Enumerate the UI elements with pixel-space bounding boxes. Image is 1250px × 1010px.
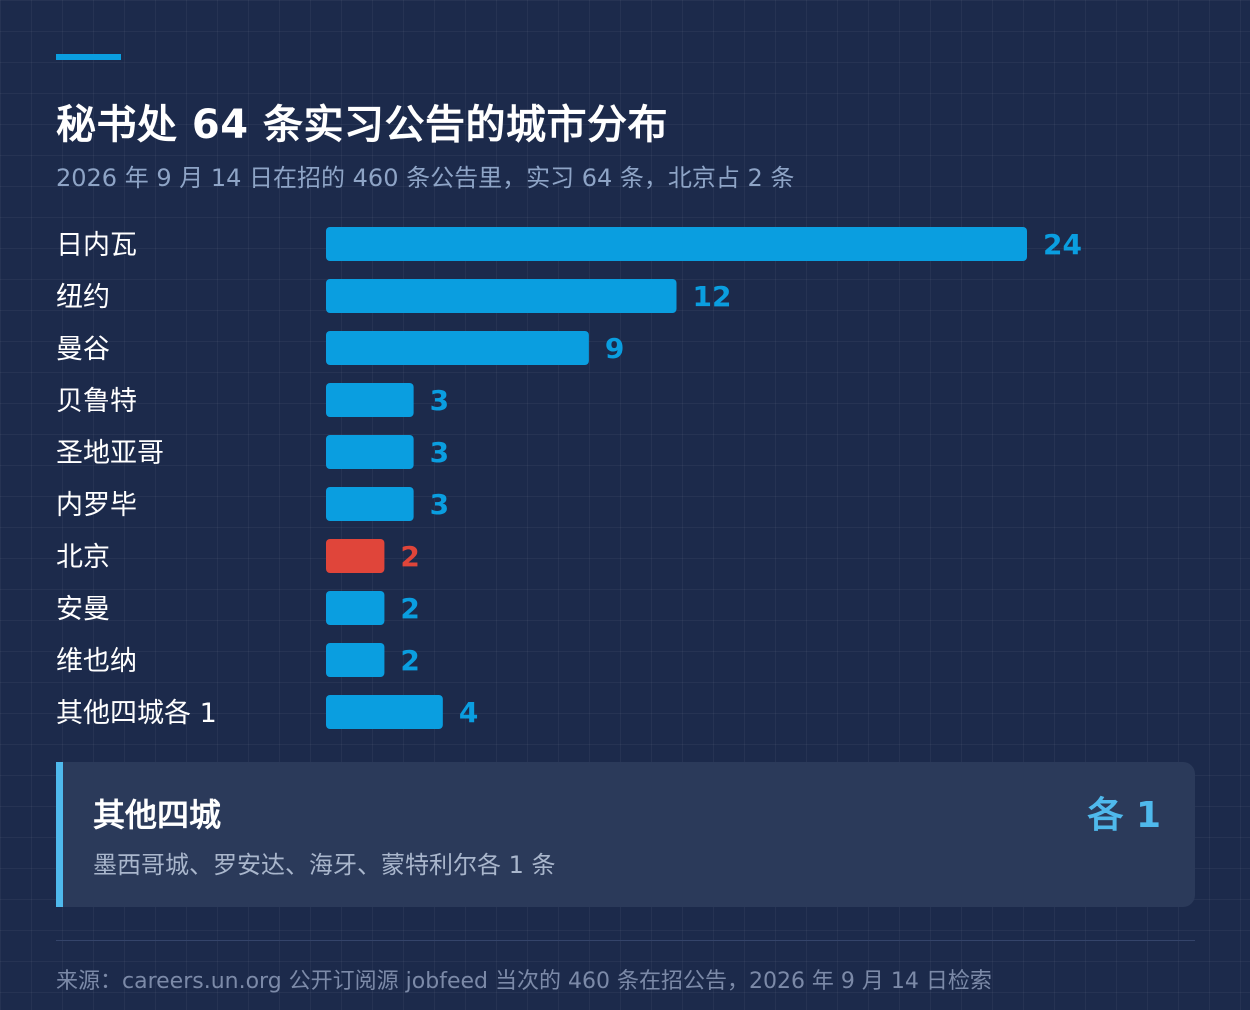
note-badge: 各 1 <box>1087 795 1161 836</box>
category-label-其他四城各-1: 其他四城各 1 <box>56 698 217 729</box>
value-label-日内瓦: 24 <box>1043 228 1082 261</box>
note-accent-bar <box>56 762 63 907</box>
category-label-日内瓦: 日内瓦 <box>56 230 137 261</box>
bar-纽约 <box>326 279 677 313</box>
note-detail: 墨西哥城、罗安达、海牙、蒙特利尔各 1 条 <box>93 851 556 879</box>
bar-圣地亚哥 <box>326 435 414 469</box>
value-label-贝鲁特: 3 <box>430 384 449 417</box>
value-label-圣地亚哥: 3 <box>430 436 449 469</box>
category-label-曼谷: 曼谷 <box>56 334 110 365</box>
value-label-其他四城各-1: 4 <box>459 696 478 729</box>
category-label-内罗毕: 内罗毕 <box>56 490 137 521</box>
bar-其他四城各-1 <box>326 695 443 729</box>
value-label-维也纳: 2 <box>400 644 419 677</box>
category-label-维也纳: 维也纳 <box>56 646 137 677</box>
chart-subtitle: 2026 年 9 月 14 日在招的 460 条公告里，实习 64 条，北京占 … <box>56 164 795 192</box>
bar-chart: 日内瓦 24 纽约 12 曼谷 9 贝鲁特 3 圣地亚哥 3 内罗毕 3 北京 2 安曼 2 维也纳 2 其他四城各… <box>56 227 1082 729</box>
category-label-贝鲁特: 贝鲁特 <box>56 386 137 417</box>
bar-安曼 <box>326 591 385 625</box>
bar-内罗毕 <box>326 487 414 521</box>
bar-日内瓦 <box>326 227 1027 261</box>
other-cities-note: 其他四城 各 1 墨西哥城、罗安达、海牙、蒙特利尔各 1 条 <box>56 762 1195 907</box>
value-label-内罗毕: 3 <box>430 488 449 521</box>
bar-贝鲁特 <box>326 383 414 417</box>
source-note: 来源：careers.un.org 公开订阅源 jobfeed 当次的 460 … <box>56 969 992 994</box>
value-label-曼谷: 9 <box>605 332 624 365</box>
bar-曼谷 <box>326 331 589 365</box>
note-title: 其他四城 <box>93 796 222 834</box>
category-label-纽约: 纽约 <box>56 282 110 313</box>
chart-title: 秘书处 64 条实习公告的城市分布 <box>56 102 669 148</box>
category-label-安曼: 安曼 <box>56 594 110 625</box>
category-label-圣地亚哥: 圣地亚哥 <box>56 438 164 469</box>
value-label-北京: 2 <box>400 540 419 573</box>
category-label-北京: 北京 <box>56 542 110 573</box>
value-label-安曼: 2 <box>400 592 419 625</box>
bar-北京 <box>326 539 385 573</box>
footer-divider <box>56 940 1195 941</box>
title-accent-line <box>56 54 121 60</box>
bar-维也纳 <box>326 643 385 677</box>
value-label-纽约: 12 <box>693 280 732 313</box>
